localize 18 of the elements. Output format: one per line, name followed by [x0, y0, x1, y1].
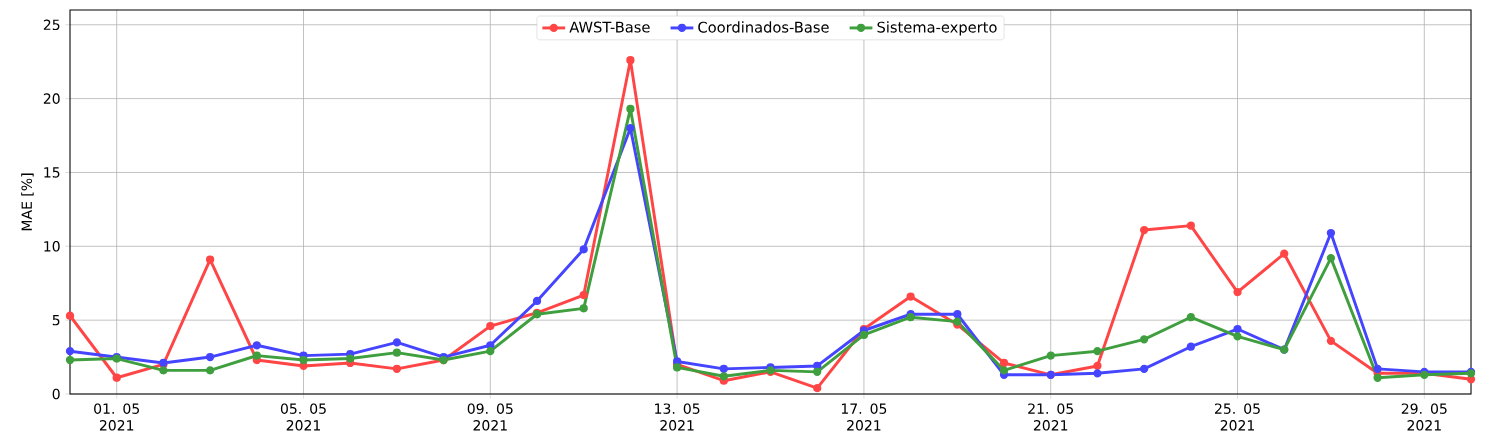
x-tick-label: 05. 05 2021 [280, 403, 326, 431]
x-tick-label: 21. 05 2021 [1028, 403, 1073, 431]
x-tick-label: 25. 05 2021 [1214, 403, 1260, 431]
x-tick-label: 01. 05 2021 [94, 403, 139, 431]
x-tick-label: 13. 05 2021 [655, 403, 700, 431]
y-tick-label: 20 [43, 93, 60, 104]
y-tick-label: 10 [44, 241, 60, 252]
y-axis-title: MAE [%] [21, 173, 34, 231]
x-tick-label: 09. 05 2021 [467, 403, 513, 431]
y-tick-label: 5 [52, 314, 60, 326]
x-tick-label: 29. 05 2021 [1401, 403, 1447, 431]
legend-label: Sistema-experto [877, 21, 997, 36]
y-tick-label: 25 [43, 19, 60, 31]
legend-label: AWST-Base [569, 21, 650, 33]
y-tick-label: 15 [44, 167, 60, 178]
y-tick-label: 0 [52, 388, 60, 400]
x-tick-label: 17. 05 2021 [841, 403, 887, 431]
legend-label: Coordinados-Base [698, 21, 829, 33]
